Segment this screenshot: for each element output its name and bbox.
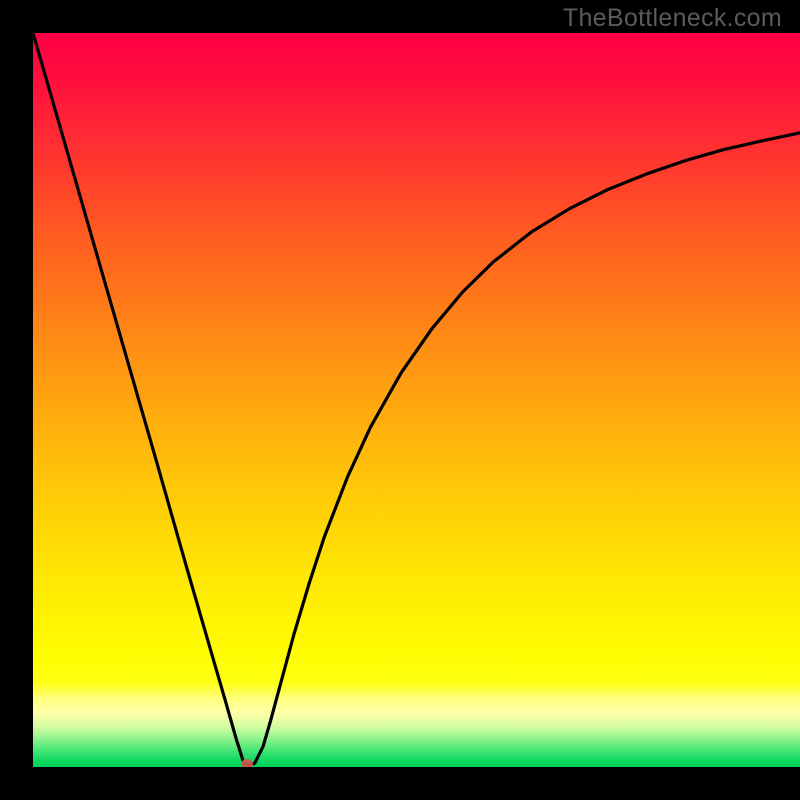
curve-layer bbox=[33, 33, 800, 767]
chart-container: TheBottleneck.com bbox=[0, 0, 800, 800]
watermark-text: TheBottleneck.com bbox=[563, 4, 782, 33]
bottleneck-curve bbox=[33, 33, 800, 765]
plot-area bbox=[33, 33, 800, 767]
